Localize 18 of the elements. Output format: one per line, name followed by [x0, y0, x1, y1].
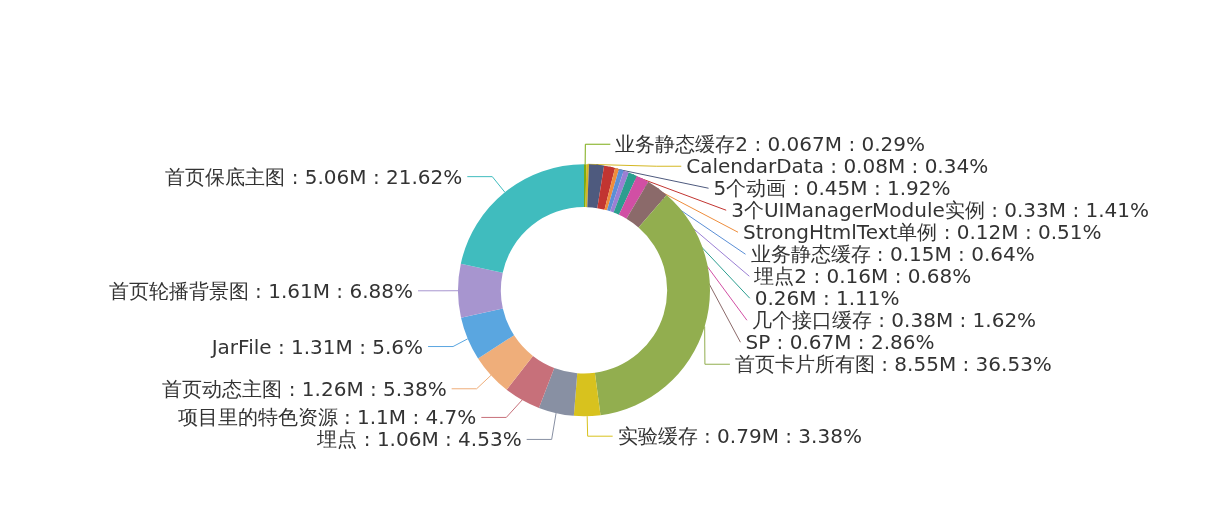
slice-label: StrongHtmlText单例 : 0.12M : 0.51%	[743, 220, 1102, 245]
slice-label: 首页轮播背景图 : 1.61M : 6.88%	[108, 278, 413, 303]
slice-label: 5个动画 : 0.45M : 1.92%	[713, 176, 951, 201]
slice-label: SP : 0.67M : 2.86%	[745, 330, 935, 355]
slice-label: 埋点2 : 0.16M : 0.68%	[753, 264, 972, 289]
slice-label: CalendarData : 0.08M : 0.34%	[686, 154, 989, 179]
slice-label: 业务静态缓存 : 0.15M : 0.64%	[750, 242, 1035, 267]
slice-label: 埋点 : 1.06M : 4.53%	[316, 427, 522, 452]
slice-label: 几个接口缓存 : 0.38M : 1.62%	[751, 308, 1037, 333]
slice-label: 实验缓存 : 0.79M : 3.38%	[617, 424, 862, 449]
slice-label: 3个UIManagerModule实例 : 0.33M : 1.41%	[731, 198, 1150, 223]
slice-label: 首页卡片所有图 : 8.55M : 36.53%	[734, 352, 1052, 377]
slice-label: JarFile : 1.31M : 5.6%	[209, 334, 424, 359]
slice-label: 0.26M : 1.11%	[754, 286, 900, 311]
slice-label: 业务静态缓存2 : 0.067M : 0.29%	[615, 132, 926, 157]
slice-label: 首页动态主图 : 1.26M : 5.38%	[162, 376, 447, 401]
slice-label: 项目里的特色资源 : 1.1M : 4.7%	[177, 405, 477, 430]
slice-label: 首页保底主图 : 5.06M : 21.62%	[165, 164, 463, 189]
